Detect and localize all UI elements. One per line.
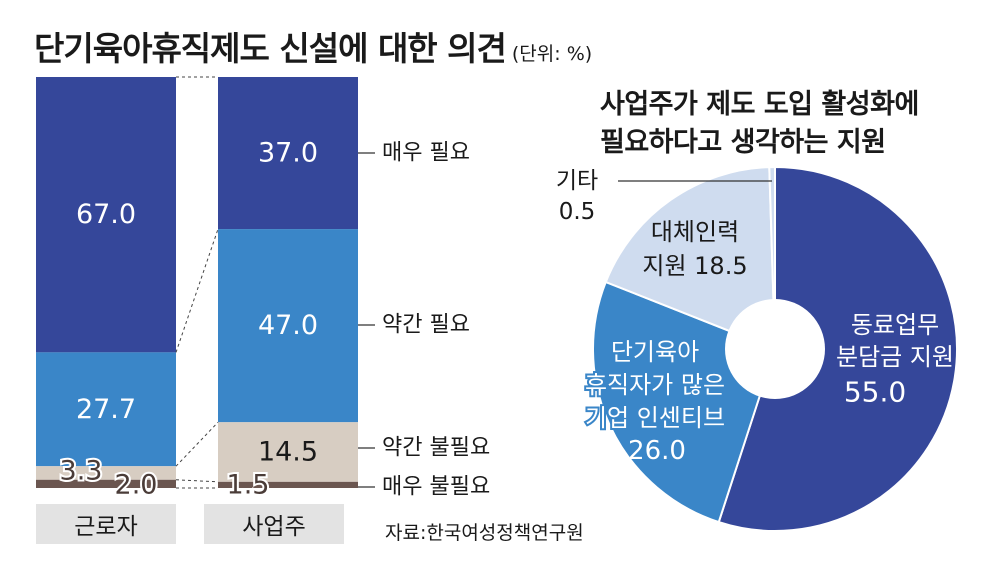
connector-line <box>175 228 219 353</box>
legend-label: 매우 필요 <box>382 141 470 166</box>
bar-segment <box>36 77 176 353</box>
legend-label: 약간 필요 <box>382 313 470 338</box>
donut-hole <box>725 299 825 399</box>
pie-value-label: 26.0 <box>628 436 686 466</box>
bar-value-label: 47.0 <box>258 310 318 341</box>
category-label-employer: 사업주 <box>204 504 344 544</box>
connector-line <box>175 479 219 483</box>
bar-value-label: 2.0 <box>115 470 158 501</box>
category-label-worker: 근로자 <box>36 504 176 544</box>
bar-value-label: 14.5 <box>258 437 318 468</box>
bar-segment <box>36 479 176 488</box>
pie-slice-label: 지원 18.5 <box>642 252 747 280</box>
source-note: 자료:한국여성정책연구원 <box>385 522 584 544</box>
bar-value-label: 27.7 <box>76 394 136 425</box>
chart-title: 단기육아휴직제도 신설에 대한 의견 (단위: %) <box>34 29 593 68</box>
pie-title-line-1: 사업주가 제도 도입 활성화에 <box>600 89 919 120</box>
pie-slice-label: 기타 <box>556 168 598 194</box>
pie-slice-label: 대체인력 <box>651 218 739 246</box>
bar-segment <box>36 352 176 467</box>
pie-slice-label: 동료업무 <box>851 311 939 339</box>
pie-slice <box>604 166 777 351</box>
pie-title-line-2: 필요하다고 생각하는 지원 <box>600 127 886 158</box>
pie-value-label: 55.0 <box>844 376 906 409</box>
legend-label: 매우 불필요 <box>382 475 490 500</box>
bar-segment <box>218 422 358 482</box>
bar-segment <box>218 229 358 423</box>
bar-value-label: 37.0 <box>258 138 318 169</box>
bar-segment <box>36 466 176 480</box>
pie-slice-label: 단기육아 <box>611 338 699 366</box>
connector-line <box>175 421 219 467</box>
pie-value-label: 0.5 <box>559 199 596 225</box>
pie-slice-label: 휴직자가 많은 <box>585 371 725 399</box>
pie-chart-title: 사업주가 제도 도입 활성화에 필요하다고 생각하는 지원 <box>600 86 919 162</box>
pie-slice-label: 기업 인센티브 <box>585 404 725 432</box>
unit-label: (단위: %) <box>511 43 593 65</box>
legend-label: 약간 불필요 <box>382 436 490 461</box>
bar-segment <box>218 77 358 230</box>
bar-value-label: 3.3 <box>60 456 103 487</box>
bar-segment <box>218 481 358 488</box>
bar-value-label: 67.0 <box>76 199 136 230</box>
pie-slice <box>717 165 958 532</box>
bar-value-label: 1.5 <box>227 470 270 501</box>
pie-slice-label: 분담금 지원 <box>836 343 954 371</box>
